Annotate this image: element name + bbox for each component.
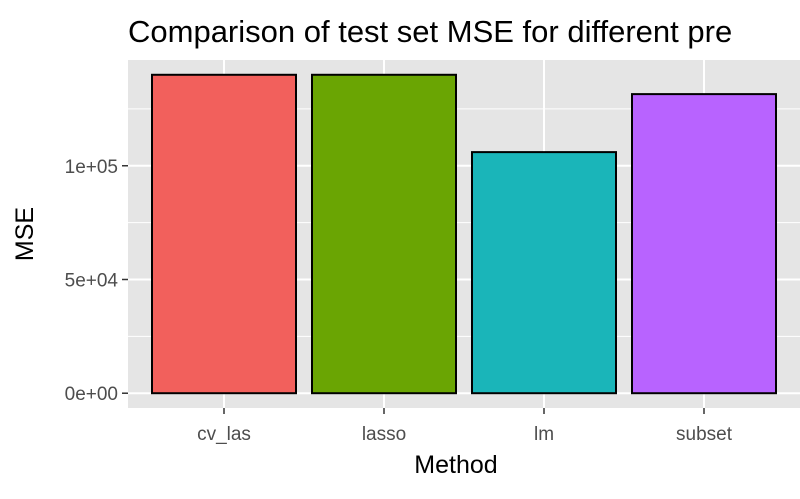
bars-group [151, 73, 777, 395]
chart-title: Comparison of test set MSE for different… [128, 14, 732, 49]
x-tick-label: subset [676, 424, 733, 445]
x-axis-title: Method [414, 451, 497, 479]
y-tick-label: 0e+00 [65, 384, 118, 405]
bar-cv-las [151, 73, 297, 395]
bar-subset [631, 93, 777, 395]
y-tick-label: 1e+05 [65, 157, 118, 178]
y-axis-title: MSE [11, 207, 39, 261]
x-tick-label: cv_las [197, 424, 251, 445]
y-tick-label: 5e+04 [65, 270, 119, 291]
bar-lasso [311, 73, 457, 395]
bar-lm [471, 151, 617, 395]
x-tick-label: lm [534, 424, 554, 445]
x-tick-label: lasso [362, 424, 406, 445]
x-axis: cv_las lasso lm subset [197, 408, 733, 445]
y-axis: 0e+00 5e+04 1e+05 [65, 157, 128, 405]
